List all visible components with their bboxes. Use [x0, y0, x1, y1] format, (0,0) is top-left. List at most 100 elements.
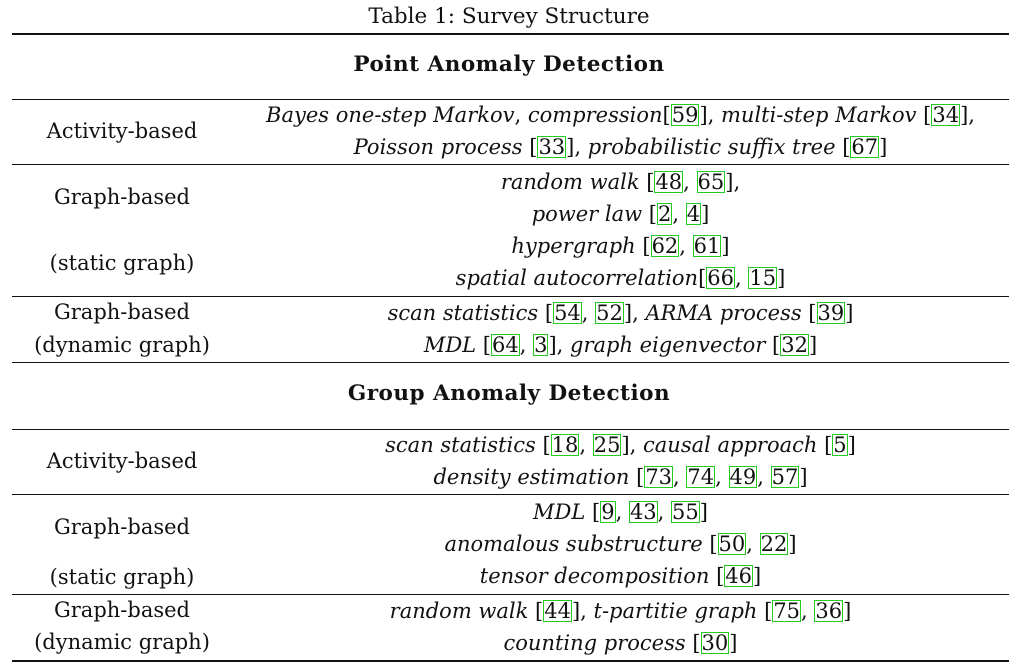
citation-link[interactable]: 64 — [490, 333, 520, 357]
method-name: ARMA process — [645, 301, 802, 325]
citation-link[interactable]: 9 — [600, 500, 616, 524]
punctuation: ] — [701, 202, 710, 226]
citation-link[interactable]: 52 — [595, 301, 624, 325]
citation-link[interactable]: 48 — [654, 170, 684, 194]
punctuation: ] — [845, 301, 854, 325]
punctuation: [ — [642, 202, 657, 226]
row-content: random walk [44], t-partitie graph [75, … — [232, 595, 1009, 659]
citation-link[interactable]: 32 — [780, 333, 809, 357]
method-name: Poisson process — [353, 135, 523, 159]
citation-link[interactable]: 50 — [717, 532, 747, 556]
citation-link[interactable]: 74 — [686, 465, 716, 489]
punctuation: , — [757, 465, 771, 489]
citation-link[interactable]: 4 — [685, 202, 702, 226]
punctuation: [ — [801, 301, 817, 325]
citation-link[interactable]: 33 — [537, 135, 567, 159]
citation-link[interactable]: 5 — [832, 433, 848, 457]
punctuation: ], — [548, 333, 570, 357]
punctuation: ] — [753, 564, 762, 588]
citation-link[interactable]: 61 — [692, 234, 722, 258]
punctuation: ] — [788, 532, 797, 556]
punctuation: , — [579, 433, 593, 457]
citation-link[interactable]: 3 — [533, 333, 549, 357]
citation-link[interactable]: 66 — [706, 266, 736, 290]
punctuation: ], — [623, 301, 646, 325]
punctuation: ] — [843, 599, 852, 623]
row-label: Graph-based — [53, 515, 190, 539]
row-content: scan statistics [54, 52], ARMA process [… — [232, 297, 1009, 361]
punctuation: ] — [699, 500, 708, 524]
punctuation: , — [715, 465, 729, 489]
content-line: tensor decomposition [46] — [232, 560, 1009, 592]
citation-link[interactable]: 75 — [772, 599, 802, 623]
method-name: power law — [531, 202, 643, 226]
section-divider — [12, 99, 1009, 100]
citation-link[interactable]: 62 — [650, 234, 680, 258]
punctuation: [ — [585, 500, 601, 524]
row-divider — [12, 164, 1009, 165]
method-name: multi-step Markov — [721, 103, 917, 127]
punctuation: [ — [835, 135, 851, 159]
citation-link[interactable]: 67 — [850, 135, 880, 159]
content-line: counting process [30] — [232, 627, 1009, 659]
citation-link[interactable]: 55 — [671, 500, 700, 524]
citation-link[interactable]: 49 — [728, 465, 758, 489]
citation-link[interactable]: 15 — [748, 266, 778, 290]
method-name: anomalous substructure — [444, 532, 703, 556]
citation-link[interactable]: 30 — [700, 631, 730, 655]
punctuation: , — [581, 301, 596, 325]
content-line: anomalous substructure [50, 22] — [232, 528, 1009, 560]
method-name: probabilistic suffix tree — [587, 135, 836, 159]
citation-link[interactable]: 18 — [550, 433, 580, 457]
citation-link[interactable]: 2 — [656, 202, 673, 226]
citation-link[interactable]: 65 — [696, 170, 726, 194]
punctuation: , — [519, 333, 534, 357]
punctuation: ] — [808, 333, 818, 357]
citation-link[interactable]: 46 — [724, 564, 754, 588]
citation-link[interactable]: 36 — [814, 599, 844, 623]
row-label: Activity-based — [46, 449, 198, 473]
method-name: compression — [527, 103, 663, 127]
citation-link[interactable]: 43 — [628, 500, 658, 524]
citation-link[interactable]: 39 — [816, 301, 846, 325]
section-divider — [12, 429, 1009, 430]
punctuation: ], — [725, 170, 741, 194]
citation-link[interactable]: 59 — [670, 103, 700, 127]
punctuation: [ — [639, 170, 655, 194]
row-label: Graph-based — [53, 598, 190, 622]
punctuation: ] — [879, 135, 888, 159]
punctuation: [ — [709, 564, 725, 588]
punctuation: , — [672, 202, 686, 226]
punctuation: [ — [916, 103, 932, 127]
bottom-rule — [12, 660, 1009, 662]
punctuation: ] — [729, 631, 738, 655]
citation-link[interactable]: 73 — [644, 465, 674, 489]
method-name: causal approach — [643, 433, 818, 457]
citation-link[interactable]: 34 — [931, 103, 961, 127]
punctuation: ] — [777, 266, 786, 290]
method-name: hypergraph — [511, 234, 636, 258]
row-content: Bayes one-step Markov, compression[59], … — [232, 99, 1009, 163]
method-name: density estimation — [433, 465, 630, 489]
citation-link[interactable]: 44 — [543, 599, 572, 623]
citation-link[interactable]: 57 — [770, 465, 800, 489]
punctuation: ], — [699, 103, 721, 127]
punctuation: , — [514, 103, 528, 127]
content-line: MDL [64, 3], graph eigenvector [32] — [232, 329, 1009, 361]
row-label-sub: (static graph) — [49, 251, 195, 275]
method-name: scan statistics — [385, 433, 536, 457]
citation-link[interactable]: 25 — [592, 433, 622, 457]
citation-link[interactable]: 54 — [553, 301, 582, 325]
citation-link[interactable]: 22 — [759, 532, 789, 556]
punctuation: [ — [528, 599, 544, 623]
punctuation: , — [746, 532, 760, 556]
row-label: Graph-based — [53, 300, 190, 324]
content-line: hypergraph [62, 61] — [232, 230, 1009, 262]
table-caption: Table 1: Survey Structure — [368, 4, 650, 29]
method-name: spatial autocorrelation — [455, 266, 699, 290]
punctuation: , — [735, 266, 749, 290]
punctuation: [ — [757, 599, 773, 623]
punctuation: ], — [566, 135, 588, 159]
punctuation: ] — [847, 433, 856, 457]
section-title-point: Point Anomaly Detection — [353, 52, 665, 77]
